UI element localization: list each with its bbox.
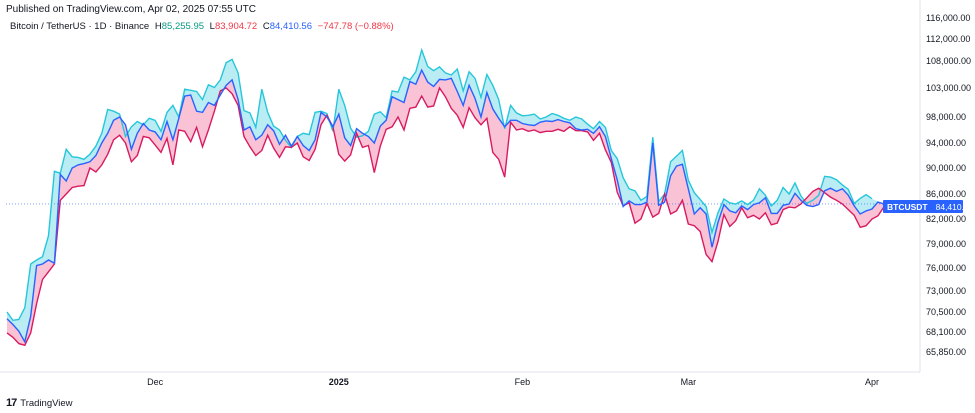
high-label: H [154, 21, 162, 32]
tradingview-logo-icon: 17 [6, 397, 17, 409]
change-value: −747.78 (−0.88%) [317, 21, 394, 32]
high-value: 85,255.95 [161, 21, 205, 32]
series-line-low [6, 86, 885, 347]
close-low-fill [7, 70, 884, 346]
series-line-high [6, 47, 873, 322]
y-tick-label: 82,000.00 [926, 214, 967, 224]
y-tick-label: 73,000.00 [926, 286, 967, 296]
y-tick-label: 103,000.00 [926, 83, 972, 93]
low-value: 83,904.72 [214, 21, 258, 32]
y-tick-label: 79,000.00 [926, 239, 967, 249]
brand-name: TradingView [20, 397, 73, 409]
y-tick-label: 98,000.00 [926, 112, 967, 122]
close-value: 84,410.56 [269, 21, 312, 32]
x-tick-label: 2025 [328, 377, 349, 387]
x-tick-label: Feb [514, 377, 531, 387]
y-tick-label: 65,850.00 [926, 347, 967, 357]
ohlc-legend: Bitcoin / TetherUS · 1D · Binance H85,25… [10, 21, 394, 32]
symbol-label[interactable]: Bitcoin / TetherUS · 1D · Binance [10, 21, 150, 32]
x-tick-label: Dec [147, 377, 164, 387]
x-tick-label: Mar [680, 377, 697, 387]
footer-branding[interactable]: 17 TradingView [6, 397, 73, 409]
last-price-tag: BTCUSDT 84,410.56 [883, 200, 973, 213]
y-tick-label: 108,000.00 [926, 56, 972, 66]
y-tick-label: 116,000.00 [926, 13, 971, 23]
price-tag-value: 84,410.56 [935, 201, 974, 212]
y-tick-label: 94,000.00 [926, 138, 967, 148]
published-caption: Published on TradingView.com, Apr 02, 20… [6, 4, 256, 15]
series-line-close [6, 68, 885, 344]
y-tick-label: 76,000.00 [926, 263, 967, 273]
price-tag-symbol: BTCUSDT [887, 201, 928, 212]
y-tick-label: 86,000.00 [926, 189, 967, 199]
low-label: L [209, 21, 215, 32]
y-tick-label: 70,500.00 [926, 307, 967, 317]
y-tick-label: 90,000.00 [926, 163, 967, 173]
close-label: C [262, 21, 270, 32]
y-tick-label: 112,000.00 [926, 34, 971, 44]
y-tick-label: 68,100.00 [926, 327, 967, 337]
x-tick-label: Apr [864, 377, 880, 387]
